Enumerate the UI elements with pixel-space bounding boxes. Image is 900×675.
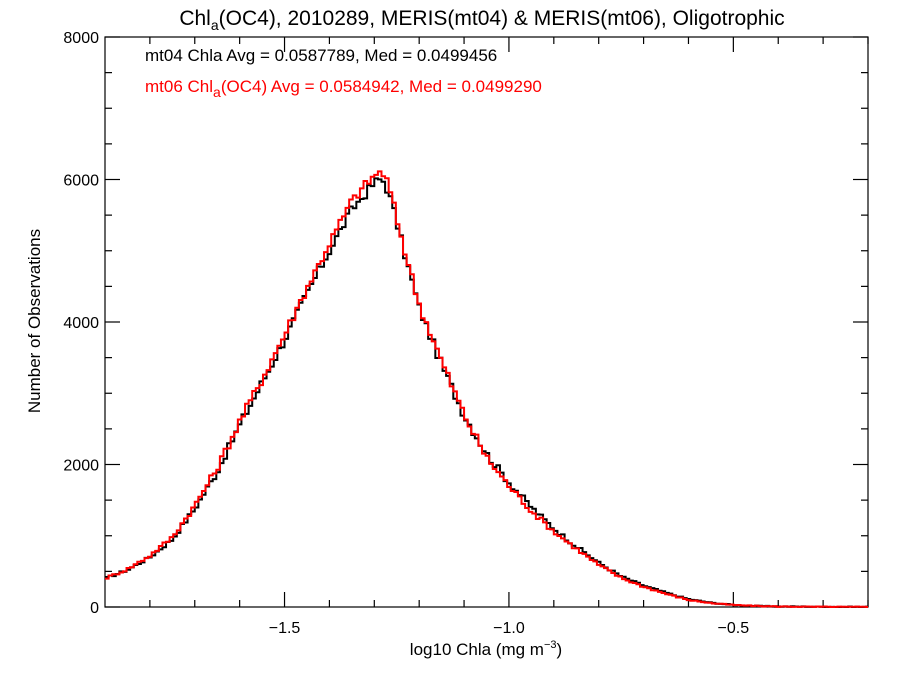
series-mt06-line	[105, 170, 868, 608]
x-tick-label: −0.5	[718, 620, 750, 637]
title-subscript: a	[211, 17, 219, 33]
y-tick-label: 8000	[63, 30, 99, 47]
legend-entry-mt04: mt04 Chla Avg = 0.0587789, Med = 0.04994…	[145, 46, 497, 65]
x-tick-label: −1.0	[493, 620, 525, 637]
legend-entry-mt06: mt06 Chla(OC4) Avg = 0.0584942, Med = 0.…	[145, 77, 542, 100]
axis-ticks	[105, 36, 869, 608]
y-tick-label: 6000	[63, 173, 99, 190]
x-tick-label: −1.5	[269, 620, 301, 637]
title-rest: (OC4), 2010289, MERIS(mt04) & MERIS(mt06…	[219, 7, 785, 30]
series-mt04-line	[105, 177, 868, 608]
x-axis-label: log10 Chla (mg m−3)	[410, 639, 562, 659]
chart-title: Chla(OC4), 2010289, MERIS(mt04) & MERIS(…	[179, 7, 784, 33]
y-tick-label: 4000	[63, 315, 99, 332]
plot-frame	[104, 36, 869, 608]
y-axis-label: Number of Observations	[25, 229, 44, 413]
title-main: Chl	[179, 7, 211, 30]
tick-labels: −1.5 −1.0 −0.5 0 2000 4000 6000 8000	[63, 30, 749, 637]
y-tick-label: 0	[90, 600, 99, 617]
y-tick-label: 2000	[63, 458, 99, 475]
